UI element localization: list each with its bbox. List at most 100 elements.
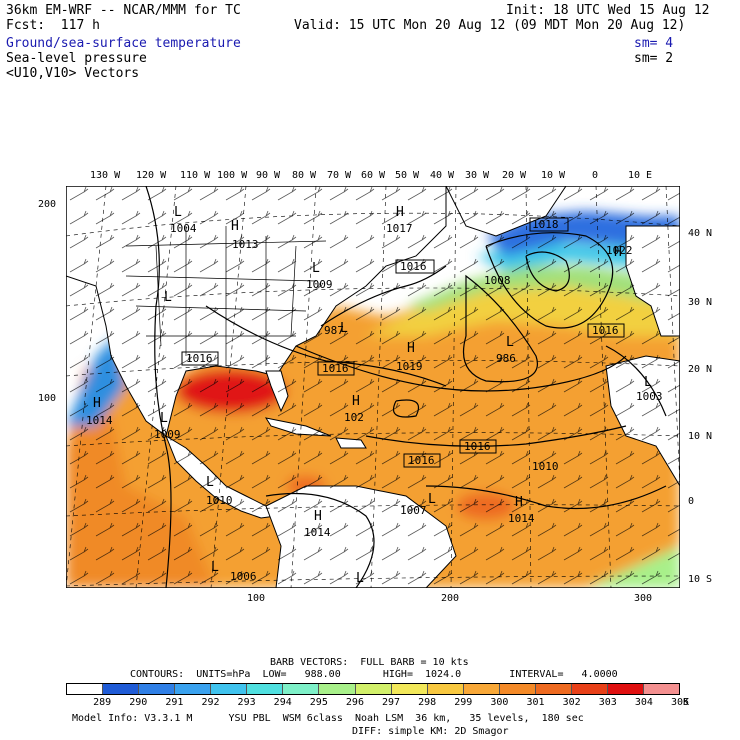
lat-label: 0	[688, 496, 695, 507]
field-sm-sst: sm= 4	[634, 36, 674, 51]
grid-x-label: 200	[441, 593, 460, 604]
colorbar-value: 290	[129, 697, 148, 708]
isobars	[145, 186, 667, 588]
center-letter: L	[164, 290, 172, 305]
pressure-label: 1009	[154, 428, 181, 441]
lon-label: 60 W	[361, 170, 386, 181]
colorbar-value: K	[682, 697, 690, 708]
colorbar-swatch	[462, 684, 499, 694]
center-letter: L	[340, 321, 348, 336]
lon-label: 120 W	[136, 170, 167, 181]
colorbar-value: 301	[526, 697, 545, 708]
grid-x-label: 100	[247, 593, 266, 604]
center-letter: L	[160, 411, 168, 426]
colorbar-value: 293	[237, 697, 256, 708]
lon-label: 10 W	[541, 170, 566, 181]
lon-label: 90 W	[256, 170, 281, 181]
colorbar	[66, 683, 680, 695]
lon-label: 110 W	[180, 170, 211, 181]
center-letter: L	[211, 560, 219, 575]
colorbar-swatch	[354, 684, 391, 694]
lat-label: 20 N	[688, 364, 713, 375]
colorbar-swatch	[570, 684, 607, 694]
colorbar-swatch	[102, 684, 139, 694]
colorbar-swatch	[67, 684, 103, 694]
center-letter: L	[312, 261, 320, 276]
weather-map: L L H H L L H H L H L H L H L H L L L 10…	[66, 186, 680, 588]
field-sm-slp: sm= 2	[634, 51, 674, 66]
pressure-centers: L L H H L L H H L H L H L H L H L L L	[93, 205, 652, 586]
center-letter: H	[407, 341, 415, 356]
grid-y-label: 200	[38, 199, 57, 210]
pressure-label: 1014	[304, 526, 331, 539]
colorbar-value: 303	[598, 697, 617, 708]
colorbar-swatch	[174, 684, 211, 694]
valid-time: Valid: 15 UTC Mon 20 Aug 12 (09 MDT Mon …	[294, 18, 686, 33]
lon-label: 20 W	[502, 170, 527, 181]
pressure-label: 1007	[400, 504, 427, 517]
pressure-label: 1004	[170, 222, 197, 235]
colorbar-value: 298	[418, 697, 437, 708]
field-label-slp: Sea-level pressure	[6, 51, 147, 66]
lon-label: 80 W	[292, 170, 317, 181]
model-title: 36km EM-WRF -- NCAR/MMM for TC	[6, 3, 241, 18]
pressure-label: 1016	[400, 260, 427, 273]
lon-label: 100 W	[217, 170, 248, 181]
model-info-diff: DIFF: simple KM: 2D Smagor	[352, 726, 509, 737]
pressure-label: 102	[344, 411, 364, 424]
grid-y-axis: 200 100	[38, 0, 66, 740]
pressure-values: 1004 1013 1017 1016 1008 1022 1018 1016 …	[86, 218, 663, 583]
center-letter: H	[314, 509, 322, 524]
latitude-axis: 40 N 30 N 20 N 10 N 0 10 S	[688, 0, 740, 740]
pressure-label: 1017	[386, 222, 413, 235]
contours-legend: CONTOURS: UNITS=hPa LOW= 988.00 HIGH= 10…	[130, 669, 618, 680]
colorbar-value: 296	[345, 697, 364, 708]
pressure-label: 1019	[396, 360, 423, 373]
colorbar-swatch	[606, 684, 643, 694]
lat-label: 40 N	[688, 228, 713, 239]
grid-x-axis: 100 200 300	[0, 593, 740, 607]
center-letter: L	[428, 492, 436, 507]
grid-x-label: 300	[634, 593, 653, 604]
pressure-label: 1016	[464, 440, 491, 453]
colorbar-swatch	[246, 684, 283, 694]
lon-label: 0	[592, 170, 599, 181]
field-label-wind: <U10,V10> Vectors	[6, 66, 140, 81]
center-letter: H	[614, 245, 622, 260]
pressure-label: 1016	[408, 454, 435, 467]
grid-y-label: 100	[38, 393, 57, 404]
model-info: Model Info: V3.3.1 M YSU PBL WSM 6class …	[72, 713, 584, 724]
pressure-label: 1016	[186, 352, 213, 365]
forecast-hour: Fcst: 117 h	[6, 18, 100, 33]
lon-label: 50 W	[395, 170, 420, 181]
lon-label: 10 E	[628, 170, 653, 181]
colorbar-swatch	[318, 684, 355, 694]
center-letter: H	[93, 396, 101, 411]
lon-label: 70 W	[327, 170, 352, 181]
colorbar-value: 297	[382, 697, 401, 708]
colorbar-value: 295	[309, 697, 328, 708]
init-time: Init: 18 UTC Wed 15 Aug 12	[506, 3, 710, 18]
pressure-label: 1018	[532, 218, 559, 231]
pressure-label: 1014	[86, 414, 113, 427]
pressure-label: 1003	[636, 390, 663, 403]
colorbar-swatch	[426, 684, 463, 694]
colorbar-value: 289	[93, 697, 112, 708]
center-letter: L	[644, 375, 652, 390]
lon-label: 40 W	[430, 170, 455, 181]
pressure-label: 987	[324, 324, 344, 337]
colorbar-swatch	[643, 684, 680, 694]
colorbar-value: 292	[201, 697, 220, 708]
pressure-label: 1008	[484, 274, 511, 287]
colorbar-swatch	[498, 684, 535, 694]
pressure-label: 1016	[592, 324, 619, 337]
longitude-axis: 130 W 120 W 110 W 100 W 90 W 80 W 70 W 6…	[0, 170, 740, 184]
colorbar-swatch	[138, 684, 175, 694]
field-label-sst: Ground/sea-surface temperature	[6, 36, 241, 51]
colorbar-value: 304	[634, 697, 653, 708]
colorbar-value: 305	[670, 697, 690, 708]
lat-label: 30 N	[688, 297, 713, 308]
center-letter: L	[174, 205, 182, 220]
barb-vectors-legend: BARB VECTORS: FULL BARB = 10 kts	[270, 657, 469, 668]
colorbar-value: 299	[454, 697, 473, 708]
